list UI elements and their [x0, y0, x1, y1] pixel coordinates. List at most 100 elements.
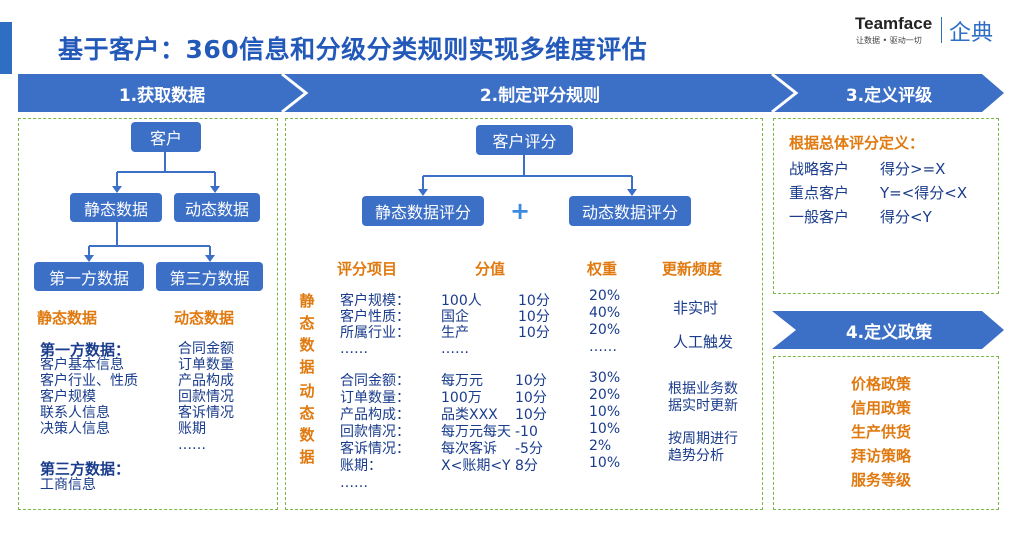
table-cell: 客户性质：	[340, 309, 410, 325]
step-label-3: 3.定义评级	[845, 85, 933, 106]
panel-policy	[773, 356, 999, 510]
accent-bar	[0, 22, 12, 74]
banner-separator-2	[771, 72, 799, 114]
static-scores-col: 10分 10分 10分	[518, 293, 550, 341]
list-item: 回款情况	[178, 389, 234, 405]
table-cell: 100万	[441, 390, 482, 406]
header-frequency: 更新频度	[662, 260, 723, 278]
table-cell: 客诉情况：	[340, 441, 410, 457]
freq-dynamic-2: 按周期进行 趋势分析	[668, 431, 738, 464]
logo-name: Teamface	[855, 14, 933, 33]
table-cell: 10分	[518, 293, 550, 309]
policy-item: 信用政策	[851, 399, 912, 417]
policy-item: 生产供货	[851, 423, 912, 441]
static-vertical-label: 静 态 数 据	[299, 292, 315, 376]
list-item: 合同金额	[178, 341, 234, 357]
table-cell: 合同金额：	[340, 373, 410, 389]
page-title: 基于客户：360信息和分级分类规则实现多维度评估	[58, 35, 648, 64]
policy-list: 价格政策 信用政策 生产供货 拜访策略 服务等级	[851, 372, 911, 492]
banner-shape-2	[282, 74, 796, 112]
table-cell: 品类XXX	[441, 407, 498, 423]
rating-heading: 根据总体评分定义：	[789, 134, 925, 152]
rating-row: 战略客户 得分>=X	[789, 159, 946, 178]
table-cell: 所属行业：	[340, 325, 410, 341]
table-cell: 10%	[589, 421, 621, 437]
header-weight: 权重	[587, 260, 618, 278]
table-cell: 20%	[589, 322, 621, 338]
step-banner-policy: 4.定义政策	[780, 311, 998, 349]
table-cell: 10分	[515, 390, 547, 406]
panel-rating	[773, 118, 999, 294]
dynamic-list: 合同金额 订单数量 产品构成 回款情况 客诉情况 账期 ……	[178, 341, 234, 453]
list-item: 客户规模	[40, 389, 96, 405]
table-cell: 100人	[441, 293, 482, 309]
table-cell: 10%	[589, 404, 621, 420]
dynamic-values-col: 每万元 100万 品类XXX 每万元每天 每次客诉 X<账期<Y	[441, 373, 511, 475]
dynamic-weights-col: 30% 20% 10% 10% 2% 10%	[589, 370, 620, 472]
list-item: 客户基本信息	[40, 357, 124, 373]
table-cell: 40%	[589, 305, 621, 321]
list-item: ……	[178, 437, 206, 453]
rating-row: 一般客户 得分<Y	[789, 207, 932, 226]
step-label-1: 1.获取数据	[118, 85, 206, 106]
logo-separator	[941, 17, 942, 43]
table-cell: 20%	[589, 387, 621, 403]
table-cell: 10%	[589, 455, 621, 471]
plus-sign: +	[510, 197, 531, 225]
list-item: 联系人信息	[40, 405, 110, 421]
table-cell: 20%	[589, 288, 621, 304]
step-banner-rating: 3.定义评级	[780, 74, 998, 112]
panel-scoring	[285, 118, 763, 510]
table-cell: ……	[441, 341, 469, 357]
table-cell: 10分	[518, 309, 550, 325]
node-third-party: 第三方数据	[156, 262, 263, 291]
table-cell: 30%	[589, 370, 621, 386]
rating-row: 重点客户 Y=<得分<X	[789, 183, 968, 202]
rating-rows: 战略客户 得分>=X 重点客户 Y=<得分<X 一般客户 得分<Y	[789, 156, 967, 228]
dynamic-heading: 动态数据	[174, 309, 235, 327]
static-values-col: 100人 国企 生产 ……	[441, 293, 482, 357]
freq-static-2: 人工触发	[673, 333, 734, 351]
list-item: 产品构成	[178, 373, 234, 389]
table-cell: 回款情况：	[340, 424, 410, 440]
table-cell: 8分	[515, 458, 538, 474]
step-banner-acquire: 1.获取数据	[18, 74, 306, 112]
node-static-score: 静态数据评分	[362, 196, 484, 226]
step-label-4: 4.定义政策	[845, 322, 933, 343]
banner-shape-4	[772, 311, 1004, 349]
logo-tagline: 让数据 • 驱动一切	[856, 36, 922, 45]
brand-logo: Teamface 让数据 • 驱动一切 企典	[855, 14, 1015, 50]
third-party-heading: 第三方数据：	[40, 460, 131, 478]
table-cell: 每次客诉	[441, 441, 497, 457]
list-item: 工商信息	[40, 477, 96, 493]
logo-name-cn: 企典	[949, 21, 994, 46]
node-customer: 客户	[131, 122, 201, 152]
header-item: 评分项目	[337, 260, 398, 278]
table-cell: 订单数量：	[340, 390, 410, 406]
node-dynamic-data: 动态数据	[174, 193, 260, 222]
list-item: 决策人信息	[40, 421, 110, 437]
table-cell: 产品构成：	[340, 407, 410, 423]
freq-static-1: 非实时	[673, 299, 719, 317]
static-weights-col: 20% 40% 20% ……	[589, 288, 620, 356]
static-heading: 静态数据	[37, 309, 98, 327]
table-cell: X<账期<Y	[441, 458, 511, 474]
freq-dynamic-1: 根据业务数 据实时更新	[668, 381, 738, 414]
dynamic-vertical-label: 动 态 数 据	[299, 382, 315, 466]
step-banner-scoring: 2.制定评分规则	[290, 74, 790, 112]
policy-item: 服务等级	[851, 471, 912, 489]
node-first-party: 第一方数据	[34, 262, 144, 291]
node-customer-score: 客户评分	[476, 125, 573, 155]
table-cell: 账期：	[340, 458, 382, 474]
table-cell: 每万元每天	[441, 424, 511, 440]
node-static-data: 静态数据	[70, 193, 162, 222]
table-cell: ……	[589, 339, 617, 355]
table-cell: 10分	[515, 373, 547, 389]
table-cell: 2%	[589, 438, 612, 454]
table-cell: 客户规模：	[340, 293, 410, 309]
step-label-2: 2.制定评分规则	[479, 85, 601, 106]
table-cell: ……	[340, 341, 368, 357]
list-item: 客户行业、性质	[40, 373, 138, 389]
